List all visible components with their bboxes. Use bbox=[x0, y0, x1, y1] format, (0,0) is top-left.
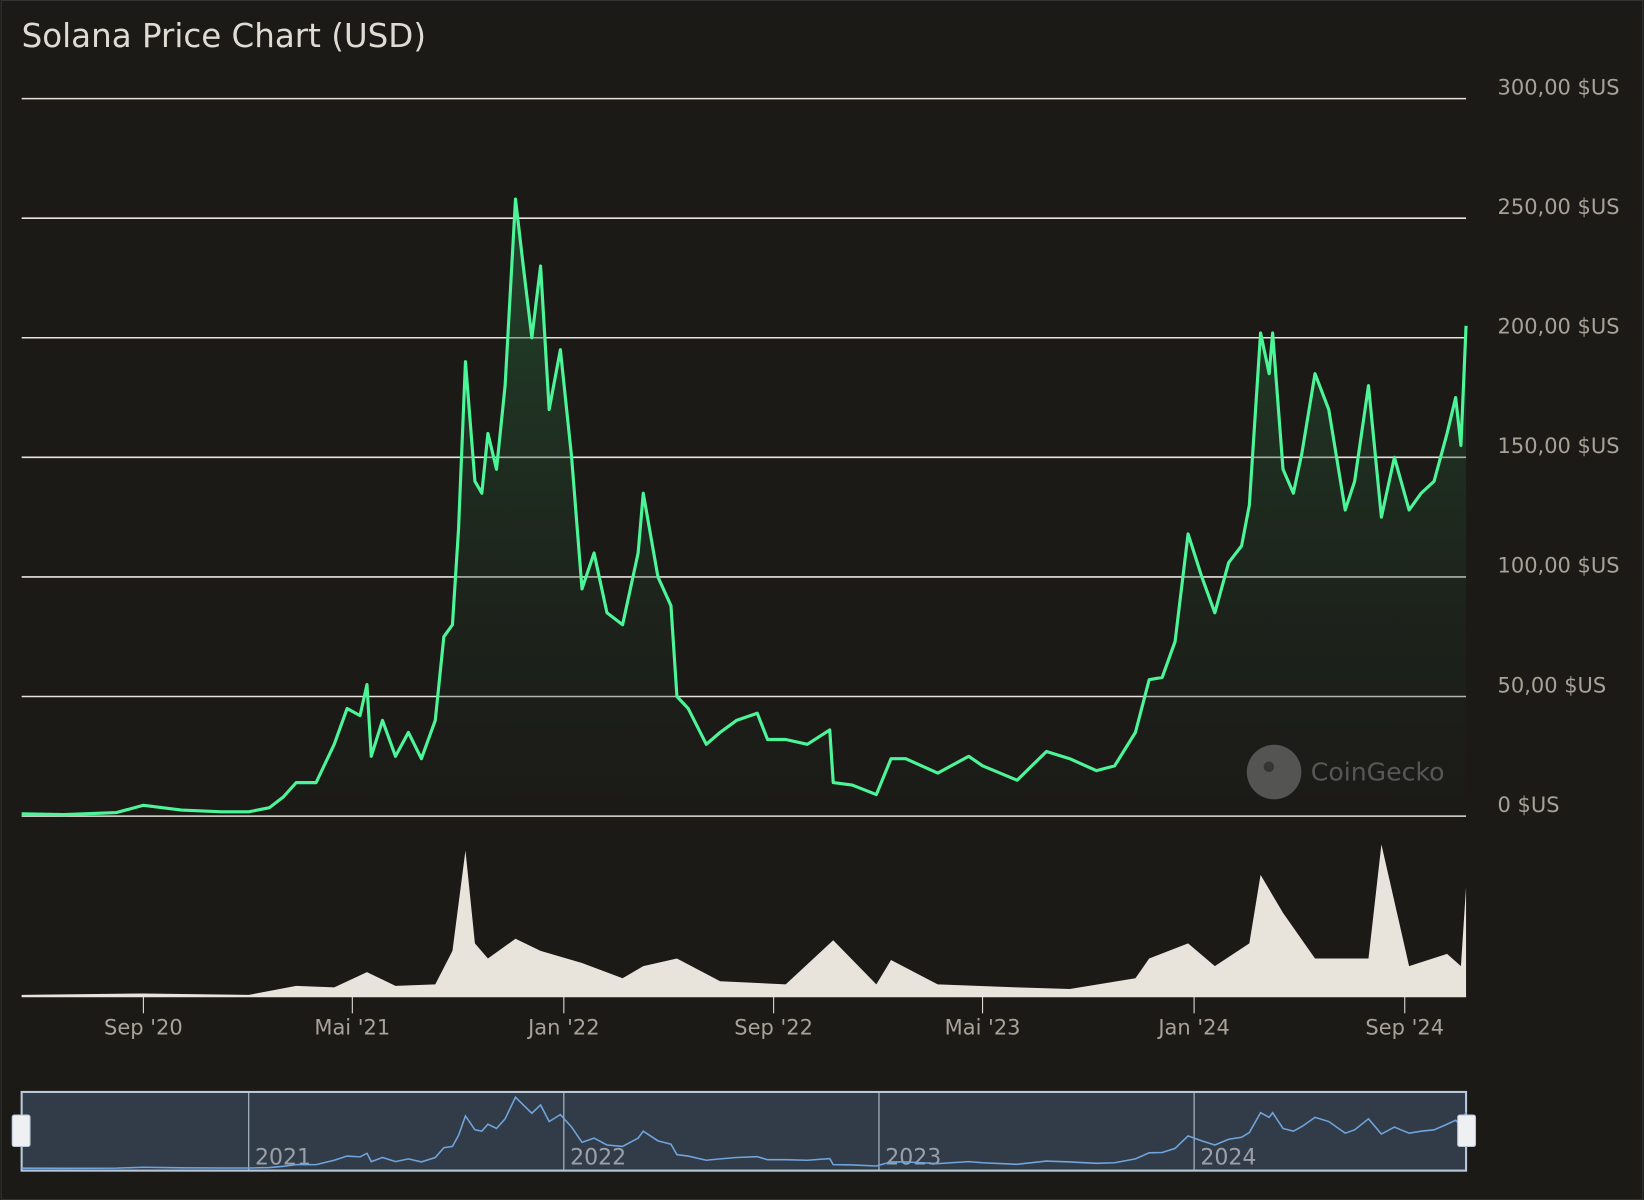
navigator-year-label: 2023 bbox=[885, 1145, 941, 1170]
y-tick-label: 0 $US bbox=[1498, 793, 1560, 817]
y-tick-label: 200,00 $US bbox=[1498, 315, 1620, 339]
x-axis-labels: Sep '20 Mai '21 Jan '22 Sep '22 Mai '23 Jan '… bbox=[104, 996, 1444, 1039]
gecko-eye-icon bbox=[1263, 761, 1275, 773]
x-tick-label: Sep '22 bbox=[734, 1015, 813, 1039]
watermark: CoinGecko bbox=[1246, 744, 1445, 800]
x-tick-label: Jan '24 bbox=[1156, 1015, 1229, 1039]
watermark-text: CoinGecko bbox=[1311, 757, 1445, 786]
price-area bbox=[21, 199, 1467, 817]
y-tick-label: 250,00 $US bbox=[1498, 195, 1620, 219]
navigator-line bbox=[21, 1095, 1467, 1170]
y-tick-label: 300,00 $US bbox=[1498, 75, 1620, 99]
y-tick-label: 100,00 $US bbox=[1498, 554, 1620, 578]
navigator-right-handle[interactable] bbox=[1457, 1114, 1477, 1148]
navigator-years: 2021 2022 2023 2024 bbox=[248, 1091, 1256, 1171]
navigator-left-handle[interactable] bbox=[11, 1114, 31, 1148]
coingecko-logo-icon bbox=[1246, 744, 1302, 800]
y-tick-label: 50,00 $US bbox=[1498, 673, 1607, 697]
x-tick-label: Jan '22 bbox=[526, 1015, 599, 1039]
navigator-year-label: 2022 bbox=[570, 1145, 626, 1170]
x-tick-label: Mai '21 bbox=[314, 1015, 390, 1039]
navigator[interactable]: 2021 2022 2023 2024 bbox=[11, 1090, 1477, 1172]
y-tick-label: 150,00 $US bbox=[1498, 434, 1620, 458]
x-tick-label: Sep '24 bbox=[1365, 1015, 1444, 1039]
x-tick-label: Sep '20 bbox=[104, 1015, 183, 1039]
navigator-year-label: 2024 bbox=[1200, 1145, 1256, 1170]
y-axis-labels: 0 $US 50,00 $US 100,00 $US 150,00 $US 200,00… bbox=[1498, 75, 1620, 816]
price-line bbox=[21, 197, 1468, 817]
chart-title: Solana Price Chart (USD) bbox=[22, 17, 426, 55]
volume-area bbox=[21, 844, 1467, 997]
x-tick-label: Mai '23 bbox=[945, 1015, 1021, 1039]
